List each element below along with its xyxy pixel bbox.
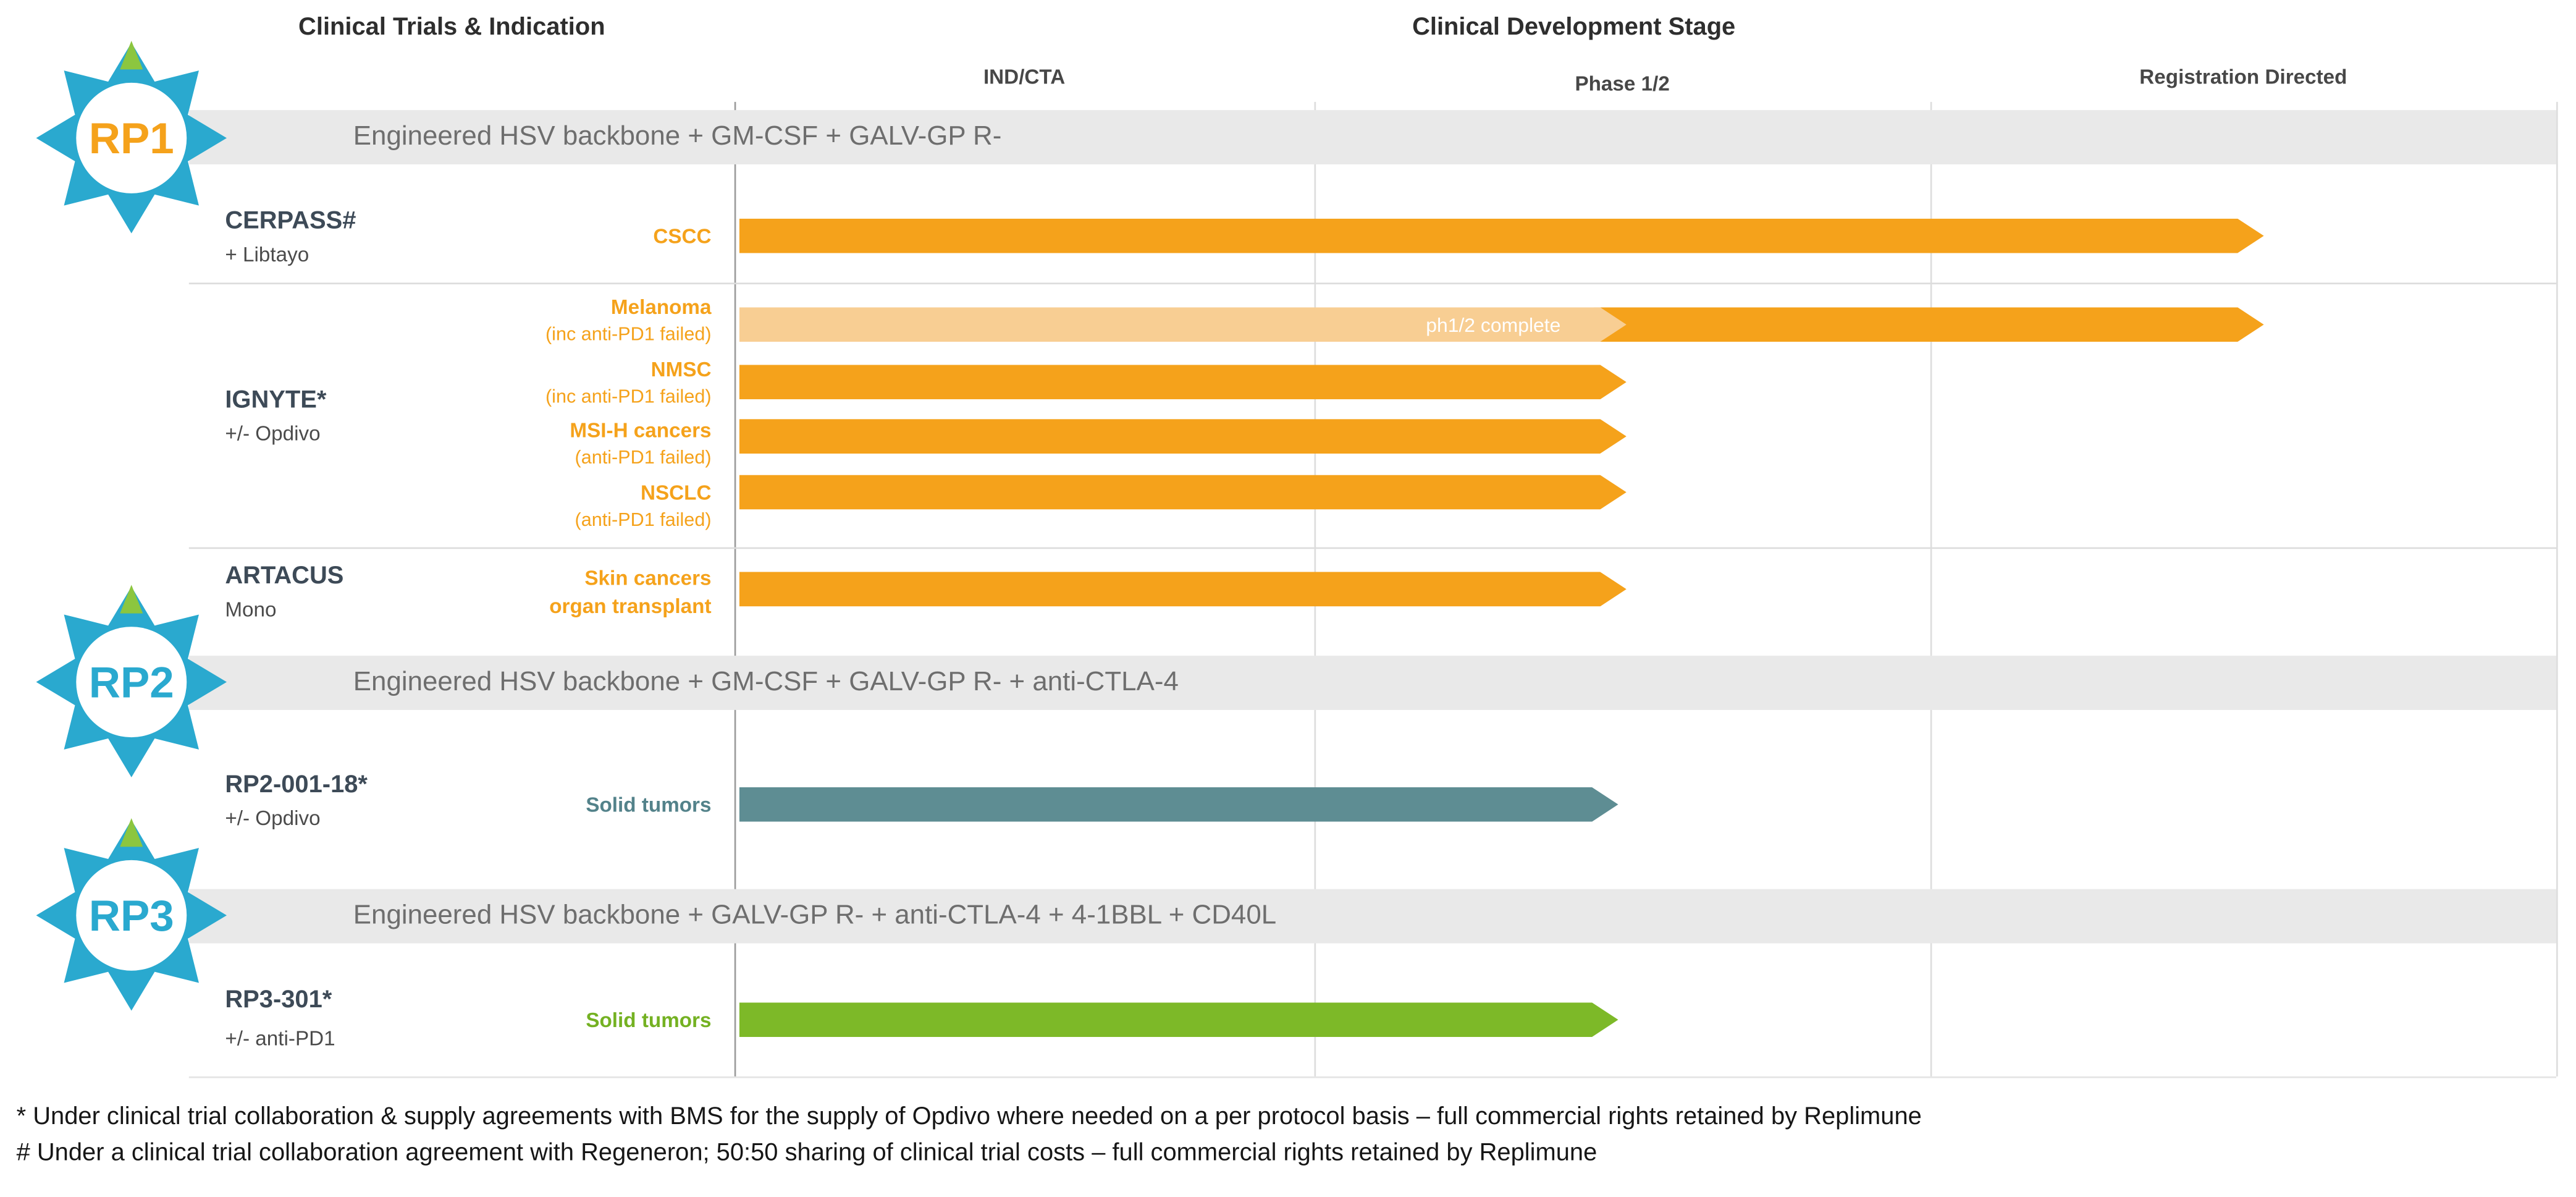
trial-sub-artacus: Mono [225, 598, 277, 622]
green-spike-icon [120, 41, 143, 70]
bar-melanoma-ph12-complete: ph1/2 complete [739, 307, 1627, 342]
stage-label-registration-directed: Registration Directed [2139, 66, 2347, 89]
indication-melanoma-label: Melanoma [610, 295, 712, 319]
program-banner-rp3-text: Engineered HSV backbone + GALV-GP R- + a… [353, 900, 1277, 931]
green-spike-icon [120, 818, 143, 847]
trial-sub-rp2-001-18: +/- Opdivo [225, 806, 321, 830]
indication-melanoma: Melanoma (inc anti-PD1 failed) [296, 294, 712, 350]
program-banner-rp1: Engineered HSV backbone + GM-CSF + GALV-… [188, 110, 2557, 164]
indication-nsclc: NSCLC (anti-PD1 failed) [296, 480, 712, 536]
bar-nsclc [739, 475, 1627, 510]
bar-cscc [739, 219, 2264, 253]
badge-center [76, 82, 187, 193]
indication-msi-h-note: (anti-PD1 failed) [575, 449, 712, 468]
program-banner-rp3: Engineered HSV backbone + GALV-GP R- + a… [188, 889, 2557, 944]
indication-melanoma-note: (inc anti-PD1 failed) [545, 325, 712, 345]
gridline-registration [1930, 101, 1932, 1076]
indication-skin-cancers-label2: organ transplant [549, 594, 712, 618]
indication-skin-cancers: Skin cancers organ transplant [296, 565, 712, 621]
indication-msi-h: MSI-H cancers (anti-PD1 failed) [296, 417, 712, 473]
bar-skin-cancers [739, 572, 1627, 606]
program-banner-rp1-text: Engineered HSV backbone + GM-CSF + GALV-… [353, 121, 1002, 151]
trial-name-artacus: ARTACUS [225, 562, 344, 590]
footnote-regeneron: # Under a clinical trial collaboration a… [16, 1138, 1597, 1167]
program-banner-rp2-text: Engineered HSV backbone + GM-CSF + GALV-… [353, 667, 1179, 697]
indication-msi-h-label: MSI-H cancers [570, 419, 712, 442]
badge-rp1-label: RP1 [89, 114, 174, 163]
gridline-chart-end [2556, 101, 2558, 1076]
indication-skin-cancers-label: Skin cancers [584, 567, 712, 590]
trial-sub-rp3-301: +/- anti-PD1 [225, 1027, 335, 1051]
right-column-title: Clinical Development Stage [1412, 13, 1736, 41]
bar-nmsc [739, 365, 1627, 399]
bar-solid-tumors-rp2 [739, 787, 1618, 822]
row-separator [188, 282, 2557, 285]
indication-solid-tumors-rp2: Solid tumors [586, 793, 712, 817]
badge-rp2-label: RP2 [89, 658, 174, 707]
chart-bottom-border [188, 1076, 2557, 1078]
footnote-bms: * Under clinical trial collaboration & s… [16, 1102, 1922, 1131]
program-banner-rp2: Engineered HSV backbone + GM-CSF + GALV-… [188, 656, 2557, 710]
row-separator [188, 547, 2557, 549]
indication-solid-tumors-rp3: Solid tumors [586, 1009, 712, 1033]
bar-melanoma-ph12-label: ph1/2 complete [1426, 313, 1561, 336]
badge-rp2: RP2 [36, 585, 227, 777]
bar-msi-h [739, 419, 1627, 454]
badge-rp3-label: RP3 [89, 892, 174, 941]
trial-name-ignyte: IGNYTE* [225, 386, 327, 415]
trial-name-rp2-001-18: RP2-001-18* [225, 771, 368, 799]
badge-rp1: RP1 [36, 41, 227, 234]
bar-melanoma-registration [1594, 307, 2264, 342]
badge-center [76, 860, 187, 971]
badge-center [76, 627, 187, 738]
badge-rp3: RP3 [36, 818, 227, 1011]
indication-cscc: CSCC [653, 225, 712, 248]
trial-sub-ignyte: +/- Opdivo [225, 422, 321, 446]
trial-sub-cerpass: + Libtayo [225, 243, 309, 266]
bar-solid-tumors-rp3 [739, 1002, 1618, 1037]
indication-nmsc-label: NMSC [650, 358, 712, 381]
green-spike-icon [120, 585, 143, 614]
gridline-chart-start [734, 101, 736, 1076]
indication-nsclc-note: (anti-PD1 failed) [575, 511, 712, 531]
indication-nsclc-label: NSCLC [640, 481, 712, 505]
left-column-title: Clinical Trials & Indication [298, 13, 605, 41]
trial-name-rp3-301: RP3-301* [225, 986, 332, 1014]
indication-nmsc-note: (inc anti-PD1 failed) [545, 387, 712, 408]
stage-label-ind-cta: IND/CTA [983, 66, 1066, 89]
indication-nmsc: NMSC (inc anti-PD1 failed) [296, 357, 712, 412]
trial-name-cerpass: CERPASS# [225, 207, 356, 235]
stage-label-phase-1-2: Phase 1/2 [1575, 72, 1670, 96]
